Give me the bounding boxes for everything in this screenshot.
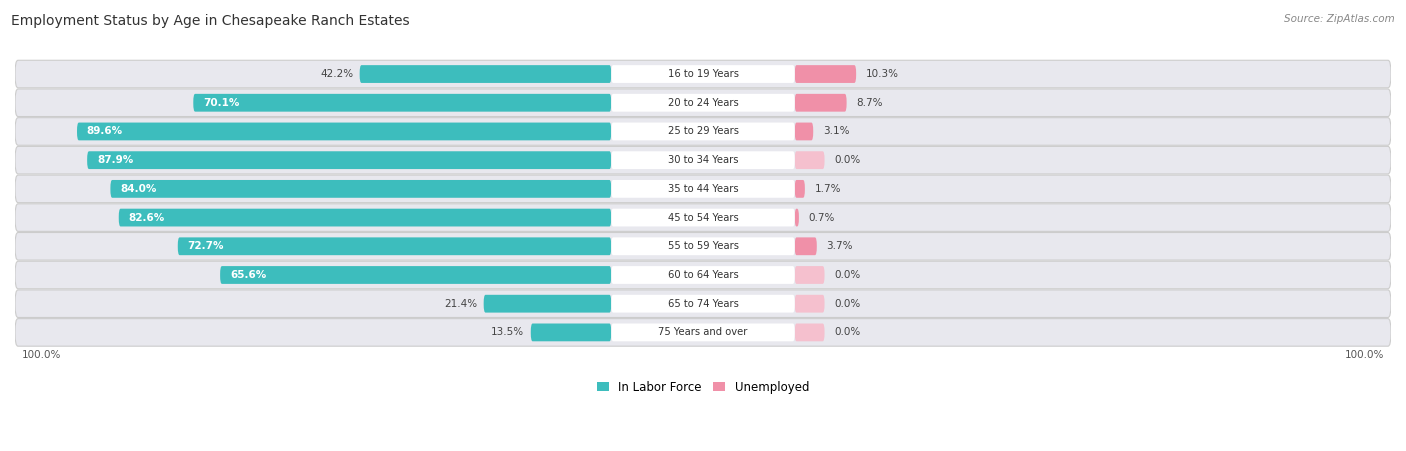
- FancyBboxPatch shape: [177, 237, 612, 255]
- Text: 72.7%: 72.7%: [187, 241, 224, 251]
- Text: 89.6%: 89.6%: [87, 126, 122, 137]
- Text: 10.3%: 10.3%: [866, 69, 898, 79]
- FancyBboxPatch shape: [15, 60, 1391, 88]
- FancyBboxPatch shape: [794, 266, 824, 284]
- FancyBboxPatch shape: [193, 94, 612, 112]
- FancyBboxPatch shape: [77, 123, 612, 140]
- Text: 0.0%: 0.0%: [834, 327, 860, 337]
- Text: Source: ZipAtlas.com: Source: ZipAtlas.com: [1284, 14, 1395, 23]
- Text: 0.0%: 0.0%: [834, 270, 860, 280]
- FancyBboxPatch shape: [15, 290, 1391, 318]
- FancyBboxPatch shape: [15, 147, 1391, 174]
- FancyBboxPatch shape: [15, 261, 1391, 289]
- Text: 0.7%: 0.7%: [808, 212, 835, 223]
- FancyBboxPatch shape: [612, 209, 794, 226]
- FancyBboxPatch shape: [794, 323, 824, 341]
- FancyBboxPatch shape: [794, 209, 799, 226]
- Text: 0.0%: 0.0%: [834, 155, 860, 165]
- FancyBboxPatch shape: [15, 175, 1391, 202]
- Text: 65 to 74 Years: 65 to 74 Years: [668, 299, 738, 308]
- FancyBboxPatch shape: [612, 295, 794, 313]
- Text: 100.0%: 100.0%: [21, 350, 60, 360]
- Text: 82.6%: 82.6%: [128, 212, 165, 223]
- Text: 25 to 29 Years: 25 to 29 Years: [668, 126, 738, 137]
- FancyBboxPatch shape: [612, 323, 794, 341]
- Legend: In Labor Force, Unemployed: In Labor Force, Unemployed: [592, 376, 814, 398]
- FancyBboxPatch shape: [612, 180, 794, 198]
- Text: 1.7%: 1.7%: [814, 184, 841, 194]
- FancyBboxPatch shape: [794, 94, 846, 112]
- Text: 8.7%: 8.7%: [856, 98, 883, 108]
- Text: 30 to 34 Years: 30 to 34 Years: [668, 155, 738, 165]
- FancyBboxPatch shape: [794, 65, 856, 83]
- Text: 84.0%: 84.0%: [121, 184, 156, 194]
- Text: 20 to 24 Years: 20 to 24 Years: [668, 98, 738, 108]
- FancyBboxPatch shape: [111, 180, 612, 198]
- FancyBboxPatch shape: [118, 209, 612, 226]
- FancyBboxPatch shape: [794, 237, 817, 255]
- FancyBboxPatch shape: [612, 266, 794, 284]
- FancyBboxPatch shape: [612, 237, 794, 255]
- Text: 60 to 64 Years: 60 to 64 Years: [668, 270, 738, 280]
- Text: 13.5%: 13.5%: [491, 327, 524, 337]
- Text: 0.0%: 0.0%: [834, 299, 860, 308]
- Text: 100.0%: 100.0%: [1346, 350, 1385, 360]
- Text: 35 to 44 Years: 35 to 44 Years: [668, 184, 738, 194]
- FancyBboxPatch shape: [612, 123, 794, 140]
- Text: 70.1%: 70.1%: [202, 98, 239, 108]
- FancyBboxPatch shape: [360, 65, 612, 83]
- FancyBboxPatch shape: [87, 151, 612, 169]
- FancyBboxPatch shape: [484, 295, 612, 313]
- FancyBboxPatch shape: [15, 233, 1391, 260]
- FancyBboxPatch shape: [221, 266, 612, 284]
- Text: 3.1%: 3.1%: [823, 126, 849, 137]
- FancyBboxPatch shape: [794, 180, 804, 198]
- FancyBboxPatch shape: [794, 123, 813, 140]
- FancyBboxPatch shape: [794, 295, 824, 313]
- FancyBboxPatch shape: [15, 118, 1391, 145]
- Text: 42.2%: 42.2%: [321, 69, 353, 79]
- Text: 87.9%: 87.9%: [97, 155, 134, 165]
- FancyBboxPatch shape: [15, 318, 1391, 346]
- FancyBboxPatch shape: [15, 89, 1391, 116]
- FancyBboxPatch shape: [612, 65, 794, 83]
- FancyBboxPatch shape: [612, 94, 794, 112]
- Text: 55 to 59 Years: 55 to 59 Years: [668, 241, 738, 251]
- Text: 75 Years and over: 75 Years and over: [658, 327, 748, 337]
- FancyBboxPatch shape: [794, 151, 824, 169]
- Text: 3.7%: 3.7%: [827, 241, 853, 251]
- Text: 16 to 19 Years: 16 to 19 Years: [668, 69, 738, 79]
- Text: 21.4%: 21.4%: [444, 299, 477, 308]
- FancyBboxPatch shape: [612, 151, 794, 169]
- Text: 65.6%: 65.6%: [231, 270, 266, 280]
- FancyBboxPatch shape: [15, 204, 1391, 231]
- FancyBboxPatch shape: [531, 323, 612, 341]
- Text: 45 to 54 Years: 45 to 54 Years: [668, 212, 738, 223]
- Text: Employment Status by Age in Chesapeake Ranch Estates: Employment Status by Age in Chesapeake R…: [11, 14, 411, 28]
